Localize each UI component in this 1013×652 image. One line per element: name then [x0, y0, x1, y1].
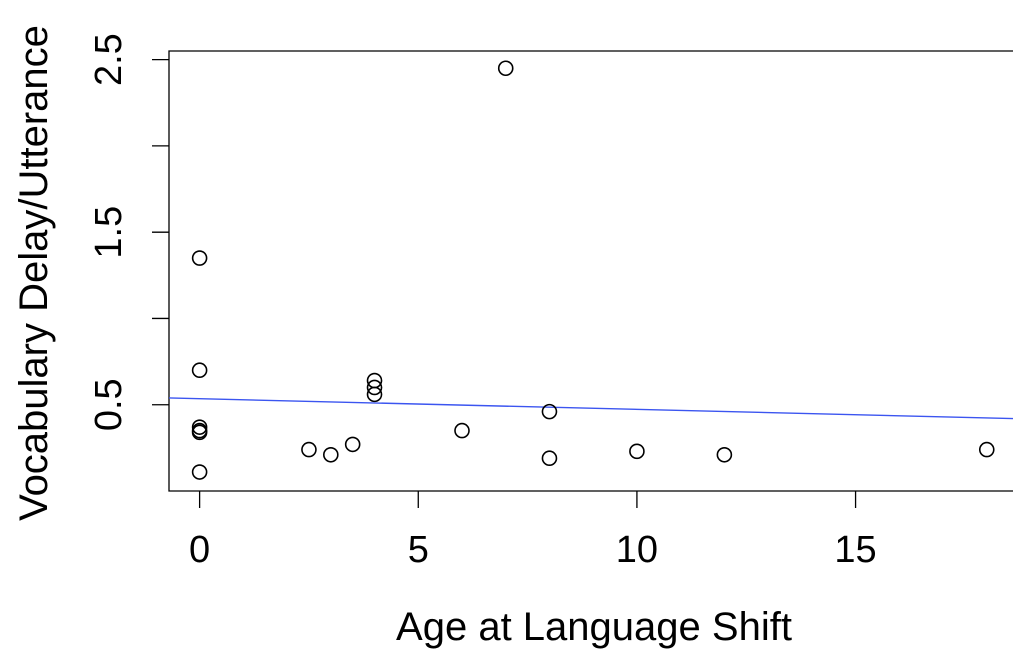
plot-frame — [168, 50, 1013, 492]
data-point — [716, 446, 733, 463]
y-axis-title: Vocabulary Delay/Utterance — [12, 25, 56, 521]
data-point — [191, 464, 208, 480]
x-tick-label: 10 — [616, 529, 658, 571]
data-point — [541, 403, 558, 420]
plot-border — [168, 50, 1013, 492]
y-axis: 0.5 1.5 2.5 — [88, 33, 169, 431]
data-point — [323, 446, 339, 463]
trend-line — [168, 397, 1013, 420]
data-point — [191, 419, 208, 435]
data-point — [191, 362, 208, 379]
y-tick-label: 0.5 — [88, 378, 130, 431]
data-point — [978, 441, 995, 458]
x-axis-title: Age at Language Shift — [396, 605, 792, 649]
data-point — [366, 379, 383, 396]
data-point — [344, 436, 361, 453]
data-point — [497, 60, 514, 77]
data-point — [541, 450, 558, 467]
data-point — [366, 386, 383, 403]
x-axis: 0 5 10 15 — [189, 491, 877, 571]
data-points — [191, 60, 995, 480]
data-point — [191, 424, 208, 441]
x-tick-label: 15 — [834, 529, 876, 571]
data-point — [454, 422, 470, 439]
x-tick-label: 5 — [408, 529, 429, 571]
data-point — [191, 250, 208, 266]
data-point — [301, 441, 317, 458]
y-tick-label: 2.5 — [88, 33, 130, 86]
y-tick-label: 1.5 — [88, 206, 130, 259]
data-point — [629, 443, 645, 460]
trend-line-group — [168, 397, 1013, 420]
x-tick-label: 0 — [189, 529, 210, 571]
